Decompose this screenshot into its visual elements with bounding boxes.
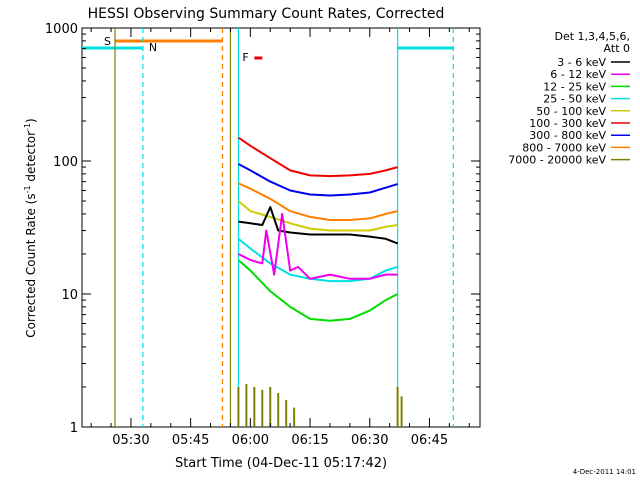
axis-layer: 1 10 100 1000 05:30 05:45 06:00 06:15 06:30 06:45: [45, 22, 480, 448]
y-axis-label-main: Corrected Count Rate (s: [24, 193, 38, 337]
x-tick-label: 06:00: [232, 433, 269, 448]
y-axis-label-mid: detector: [24, 131, 38, 186]
legend-entry-label: 50 - 100 keV: [536, 105, 606, 118]
legend-entry-label: 800 - 7000 keV: [522, 141, 606, 154]
series-line-100-300kev: [237, 136, 398, 178]
night-label: N: [149, 41, 157, 54]
series-line-6-12kev: [237, 212, 398, 280]
x-tick-label: 06:30: [351, 433, 388, 448]
vline-layer: [114, 28, 454, 427]
series-line-300-800kev: [237, 163, 398, 197]
x-tick-label: 05:30: [112, 433, 149, 448]
legend-entry-label: 12 - 25 keV: [543, 80, 606, 93]
legend-header-1: Det 1,3,4,5,6,: [554, 30, 630, 43]
legend-entry-label: 6 - 12 keV: [550, 68, 606, 81]
annotation-layer: S N F: [82, 35, 454, 64]
x-tick-label: 06:45: [411, 433, 448, 448]
series-line-3-6kev: [238, 206, 398, 245]
chart-title: HESSI Observing Summary Count Rates, Cor…: [88, 6, 445, 22]
y-axis-label-sup1: -1: [23, 185, 32, 193]
legend-entry-label: 7000 - 20000 keV: [508, 154, 606, 167]
legend-entry-label: 25 - 50 keV: [543, 93, 606, 106]
series-layer: [237, 136, 403, 427]
saa-label: S: [104, 35, 111, 48]
legend-entry-label: 300 - 800 keV: [529, 129, 606, 142]
footer-timestamp: 4-Dec-2011 14:01: [573, 468, 636, 476]
x-axis-label: Start Time (04-Dec-11 05:17:42): [175, 456, 387, 471]
y-axis-label-sup2: -1: [23, 123, 32, 131]
series-line-50-100kev: [237, 200, 398, 232]
x-tick-label: 05:45: [172, 433, 209, 448]
flare-label: F: [242, 51, 248, 64]
y-axis-label: Corrected Count Rate (s-1 detector-1): [23, 118, 38, 337]
series-line-12-25kev: [237, 259, 399, 322]
y-tick-label: 1000: [45, 22, 78, 37]
plot-frame: [81, 27, 481, 428]
series-line-800-7000kev: [237, 182, 398, 221]
legend-entry-label: 3 - 6 keV: [557, 56, 606, 69]
legend-entry-label: 100 - 300 keV: [529, 117, 606, 130]
series-line-25-50kev: [237, 238, 398, 283]
x-tick-label: 06:15: [291, 433, 328, 448]
legend-header-2: Att 0: [604, 42, 630, 55]
y-axis-label-end: ): [24, 118, 38, 123]
y-tick-label: 1: [70, 421, 78, 436]
y-tick-label: 10: [61, 288, 78, 303]
y-tick-label: 100: [53, 155, 78, 170]
